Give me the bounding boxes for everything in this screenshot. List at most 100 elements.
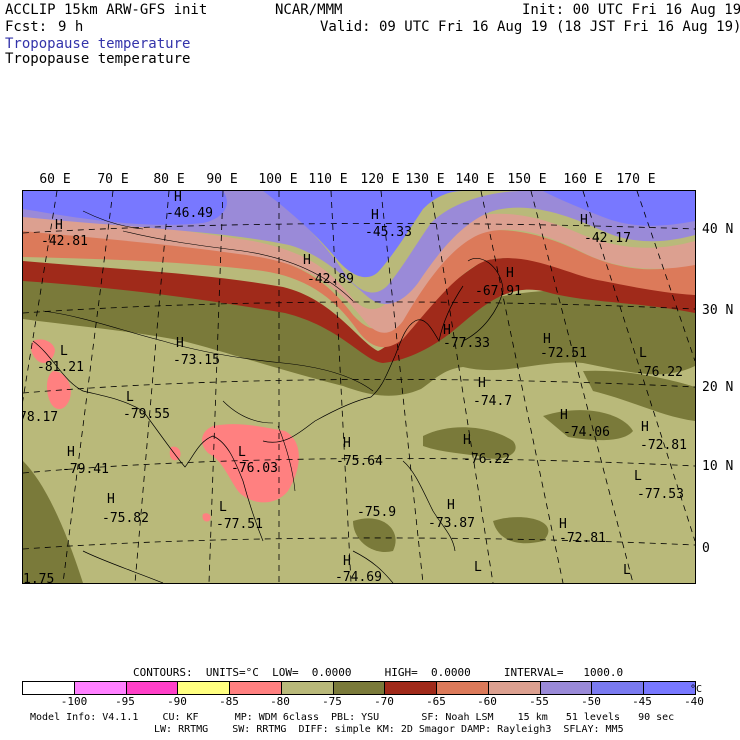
graticule bbox=[23, 191, 695, 583]
border-line bbox=[222, 400, 274, 424]
model-info-line1: Model Info: V4.1.1 CU: KF MP: WDM 6class… bbox=[30, 712, 675, 723]
value-label: -42.81 bbox=[41, 234, 88, 249]
legend-tick: -55 bbox=[529, 695, 549, 708]
value-label: -42.89 bbox=[307, 272, 354, 287]
high-marker: H bbox=[463, 433, 471, 448]
high-marker: H bbox=[559, 517, 567, 532]
high-marker: H bbox=[543, 332, 551, 347]
legend-tick: -95 bbox=[115, 695, 135, 708]
lat-label: 30 N bbox=[702, 303, 734, 318]
coastline bbox=[462, 258, 504, 342]
border-line bbox=[82, 210, 144, 230]
coastline bbox=[262, 285, 464, 443]
lat-label: 40 N bbox=[702, 222, 734, 237]
lon-label: 170 E bbox=[616, 172, 656, 187]
forecast-value: 9 h bbox=[58, 19, 84, 35]
high-marker: H bbox=[343, 436, 351, 451]
value-label: -73.87 bbox=[428, 516, 475, 531]
color-legend bbox=[22, 681, 696, 695]
lat-label: 20 N bbox=[702, 380, 734, 395]
contours-info: CONTOURS: UNITS=°C LOW= 0.0000 HIGH= 0.0… bbox=[133, 666, 624, 679]
value-label: -77.33 bbox=[443, 336, 490, 351]
tropopause-temperature-map: H -42.81 H -46.49 H -45.33 H -42.89 H -4… bbox=[22, 190, 696, 584]
legend-swatch bbox=[385, 682, 438, 694]
high-marker: H bbox=[447, 498, 455, 513]
field-title-black: Tropopause temperature bbox=[5, 51, 191, 67]
legend-tick: -50 bbox=[581, 695, 601, 708]
high-marker: H bbox=[107, 492, 115, 507]
pressure-labels: H -42.81 H -46.49 H -45.33 H -42.89 H -4… bbox=[23, 191, 695, 583]
legend-swatch bbox=[281, 682, 334, 694]
legend-swatch bbox=[74, 682, 127, 694]
field-olive-patch bbox=[493, 517, 549, 544]
legend-tick: -90 bbox=[167, 695, 187, 708]
latitude-line bbox=[23, 301, 695, 314]
high-marker: H bbox=[174, 190, 182, 205]
legend-tick: -100 bbox=[60, 695, 88, 708]
low-marker: L bbox=[634, 469, 642, 484]
legend-swatch bbox=[437, 682, 489, 694]
value-label: -76.03 bbox=[231, 461, 278, 476]
high-marker: H bbox=[478, 376, 486, 391]
field-olive-patch-southwest bbox=[23, 461, 83, 583]
lat-label: 0 bbox=[702, 541, 710, 556]
field-olive-patch bbox=[423, 427, 516, 459]
legend-tick: -40 bbox=[684, 695, 704, 708]
legend-tick: -60 bbox=[477, 695, 497, 708]
high-marker: H bbox=[55, 218, 63, 233]
lon-label: 80 E bbox=[153, 172, 185, 187]
map-canvas bbox=[23, 191, 695, 583]
lon-label: 160 E bbox=[563, 172, 603, 187]
field-dark-red-band bbox=[23, 258, 695, 363]
lon-label: 90 E bbox=[206, 172, 238, 187]
field-title-blue: Tropopause temperature bbox=[5, 36, 191, 52]
high-marker: H bbox=[371, 208, 379, 223]
longitude-line bbox=[23, 191, 58, 402]
lon-label: 70 E bbox=[97, 172, 129, 187]
model-title: ACCLIP 15km ARW-GFS init bbox=[5, 2, 208, 18]
value-label: -72.81 bbox=[640, 438, 687, 453]
border-line bbox=[277, 425, 296, 492]
lat-label: 10 N bbox=[702, 459, 734, 474]
high-marker: H bbox=[67, 445, 75, 460]
longitude-line bbox=[530, 191, 634, 583]
value-label: -75.82 bbox=[102, 511, 149, 526]
field-salmon-patch bbox=[169, 446, 181, 461]
legend-swatch bbox=[230, 682, 282, 694]
legend-swatch bbox=[23, 682, 75, 694]
coastlines bbox=[32, 258, 504, 583]
low-marker: L bbox=[60, 344, 68, 359]
organization-label: NCAR/MMM bbox=[275, 2, 343, 18]
value-label: -79.41 bbox=[62, 462, 109, 477]
coastline bbox=[32, 340, 264, 542]
high-marker: H bbox=[641, 420, 649, 435]
value-label: -74.06 bbox=[563, 425, 610, 440]
field-olive-patch bbox=[353, 518, 396, 552]
value-label: -74.69 bbox=[335, 570, 382, 584]
value-label: 1.75 bbox=[23, 572, 55, 584]
value-label: -76.22 bbox=[463, 452, 510, 467]
field-blue-region-east bbox=[543, 191, 695, 226]
latitude-line bbox=[23, 378, 695, 394]
legend-tick: -75 bbox=[322, 695, 342, 708]
longitude-line bbox=[430, 191, 494, 583]
border-line bbox=[122, 230, 354, 302]
low-marker: L bbox=[238, 445, 246, 460]
longitude-line bbox=[636, 191, 695, 362]
field-olive-band bbox=[23, 273, 695, 396]
high-marker: H bbox=[560, 408, 568, 423]
legend-swatch bbox=[592, 682, 645, 694]
legend-tick: -85 bbox=[219, 695, 239, 708]
low-marker: L bbox=[474, 560, 482, 575]
legend-swatch bbox=[644, 682, 695, 694]
field-olive-patch bbox=[543, 410, 633, 441]
forecast-label: Fcst: bbox=[5, 19, 48, 35]
high-marker: H bbox=[443, 323, 451, 338]
legend-swatch bbox=[333, 682, 386, 694]
value-label: -79.55 bbox=[123, 407, 170, 422]
legend-swatch bbox=[178, 682, 231, 694]
border-line bbox=[42, 310, 374, 392]
latitude-line bbox=[23, 537, 695, 550]
legend-swatch bbox=[540, 682, 593, 694]
field-blue-region-far-west bbox=[23, 191, 227, 225]
